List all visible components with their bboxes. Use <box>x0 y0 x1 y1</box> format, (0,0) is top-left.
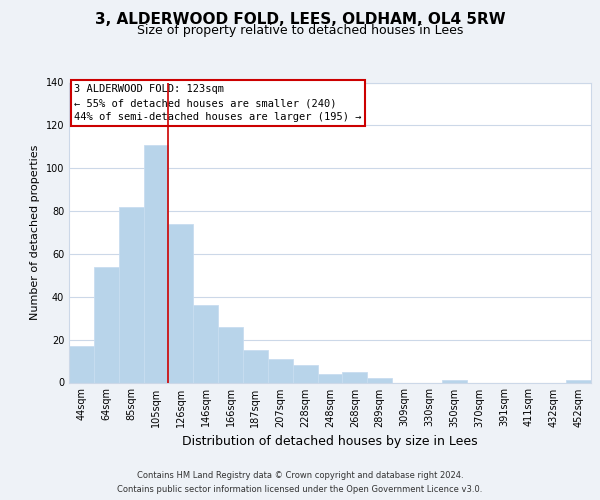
Text: 3, ALDERWOOD FOLD, LEES, OLDHAM, OL4 5RW: 3, ALDERWOOD FOLD, LEES, OLDHAM, OL4 5RW <box>95 12 505 28</box>
Bar <box>218 327 243 382</box>
Bar <box>293 366 317 382</box>
Text: Contains public sector information licensed under the Open Government Licence v3: Contains public sector information licen… <box>118 484 482 494</box>
Text: 3 ALDERWOOD FOLD: 123sqm
← 55% of detached houses are smaller (240)
44% of semi-: 3 ALDERWOOD FOLD: 123sqm ← 55% of detach… <box>74 84 362 122</box>
Text: Size of property relative to detached houses in Lees: Size of property relative to detached ho… <box>137 24 463 37</box>
Bar <box>317 374 343 382</box>
Bar <box>367 378 392 382</box>
Bar <box>69 346 94 383</box>
Text: Contains HM Land Registry data © Crown copyright and database right 2024.: Contains HM Land Registry data © Crown c… <box>137 472 463 480</box>
X-axis label: Distribution of detached houses by size in Lees: Distribution of detached houses by size … <box>182 435 478 448</box>
Bar <box>143 144 169 382</box>
Bar <box>343 372 367 382</box>
Bar <box>268 359 293 382</box>
Bar <box>119 207 143 382</box>
Bar <box>243 350 268 382</box>
Bar <box>566 380 591 382</box>
Bar <box>94 267 119 382</box>
Bar <box>193 306 218 382</box>
Bar <box>442 380 467 382</box>
Bar <box>169 224 193 382</box>
Y-axis label: Number of detached properties: Number of detached properties <box>30 145 40 320</box>
